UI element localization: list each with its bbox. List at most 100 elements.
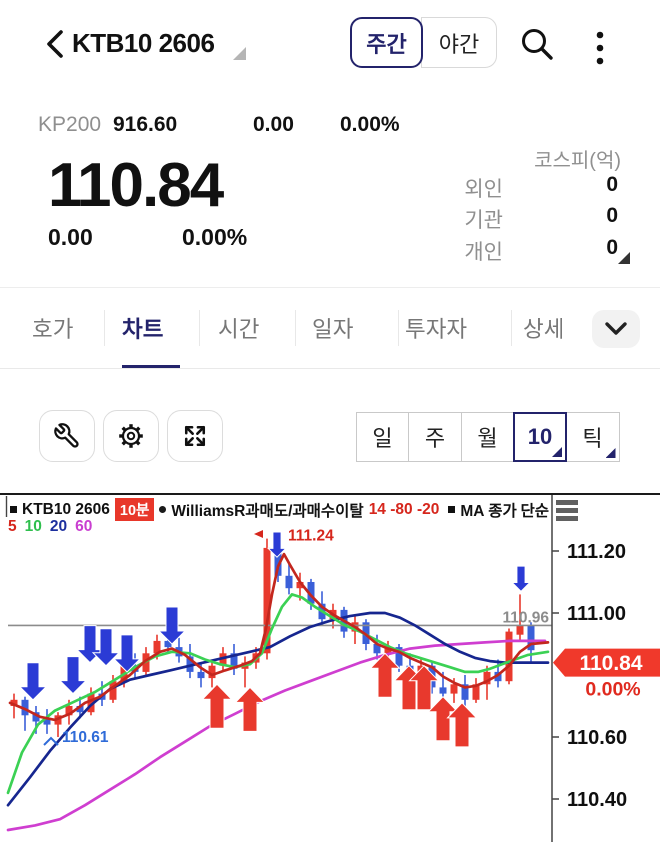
expand-icon <box>184 425 206 447</box>
search-icon[interactable] <box>520 27 556 63</box>
title-dropdown-icon[interactable] <box>233 47 246 60</box>
investor-row-label: 기관 <box>464 209 503 232</box>
interval-badge[interactable]: 10분 <box>114 498 155 521</box>
buy-signal-arrow <box>201 683 233 729</box>
candle-body <box>461 684 469 700</box>
candle-body <box>153 640 161 654</box>
candle-body <box>109 681 117 700</box>
current-price-badge <box>553 648 660 677</box>
tab-overflow-button[interactable] <box>592 310 640 348</box>
gear-icon <box>119 424 143 448</box>
price-annotation: 110.96 <box>502 610 549 627</box>
price-change: 0.00 <box>48 224 93 250</box>
sell-signal-arrow <box>266 531 288 558</box>
session-night-button[interactable]: 야간 <box>421 17 497 68</box>
period-button-주[interactable]: 주 <box>408 412 462 462</box>
candle-body <box>208 665 216 679</box>
ma-mode-label: 단순 <box>520 503 549 520</box>
price-annotation: 110.61 <box>62 729 109 746</box>
candle-body <box>373 644 381 654</box>
tab-2[interactable]: 차트 <box>122 317 164 342</box>
active-tab-underline <box>122 364 180 368</box>
chart-legend: KTB10 2606 10분 WilliamsR과매도/과매수이탈 14 -80… <box>10 498 517 521</box>
candle-body <box>494 671 502 682</box>
candle-body <box>32 712 40 722</box>
tab-separator <box>398 310 399 346</box>
tab-bar: 호가 차트 시간 일자 투자자 상세 <box>0 287 660 369</box>
price-change-pct: 0.00% <box>182 224 248 250</box>
candle-body <box>439 687 447 694</box>
index-change: 0.00 <box>253 113 294 136</box>
buy-signal-arrow <box>369 652 401 698</box>
tab-3[interactable]: 시간 <box>218 317 260 342</box>
sell-signal-arrow <box>510 565 532 593</box>
last-price: 110.84 <box>48 151 224 220</box>
tab-6[interactable]: 상세 <box>523 317 562 342</box>
candle-body <box>43 718 51 725</box>
fullscreen-button[interactable] <box>167 410 223 462</box>
buy-signal-arrow <box>427 695 459 742</box>
candle-body <box>10 699 18 706</box>
investor-row-label: 개인 <box>464 241 503 264</box>
candle-body <box>527 625 535 651</box>
tab-separator <box>104 310 105 346</box>
current-price-pct: 0.00% <box>585 679 640 701</box>
page-title[interactable]: KTB10 2606 <box>72 28 215 58</box>
draw-tools-button[interactable] <box>39 410 95 462</box>
indicator-name: WilliamsR과매도/과매수이탈 <box>171 502 364 520</box>
candle-body <box>395 647 403 666</box>
sell-signal-arrow <box>112 634 142 673</box>
buy-signal-arrow <box>446 702 478 748</box>
tab-1[interactable]: 호가 <box>32 317 74 342</box>
session-day-button[interactable]: 주간 <box>350 17 423 68</box>
overlay-marker-icon <box>448 506 456 513</box>
y-axis-label: 111.00 <box>567 603 626 625</box>
period-button-월[interactable]: 월 <box>460 412 515 462</box>
candle-body <box>472 684 480 700</box>
candle-body <box>505 631 513 682</box>
investor-row-value: 0 <box>606 204 618 227</box>
candle-body <box>197 671 205 679</box>
tab-4[interactable]: 일자 <box>312 317 354 342</box>
candle-body <box>483 671 491 685</box>
back-icon[interactable] <box>45 30 65 58</box>
period-button-10[interactable]: 10 <box>513 412 567 462</box>
investor-row-label: 외인 <box>464 178 503 201</box>
buy-signal-arrow <box>234 686 266 732</box>
chart-menu-icon[interactable] <box>556 500 578 524</box>
tab-separator <box>199 310 200 346</box>
sell-signal-arrow <box>18 662 48 701</box>
period-button-일[interactable]: 일 <box>355 412 410 462</box>
dropdown-corner-icon <box>605 448 616 458</box>
tab-separator <box>295 310 296 346</box>
ma-period-label: 60 <box>75 518 93 535</box>
candle-body <box>186 656 194 672</box>
candle-body <box>65 706 73 716</box>
series-marker-icon <box>10 506 17 513</box>
ma-period-label: 5 <box>8 518 17 535</box>
buy-signal-arrow <box>408 664 440 711</box>
candle-body <box>516 625 524 635</box>
candle-body <box>21 699 29 716</box>
candle-body <box>263 547 271 654</box>
candle-body <box>274 547 282 576</box>
tab-5[interactable]: 투자자 <box>405 317 468 342</box>
kebab-menu-icon[interactable] <box>593 30 607 66</box>
y-axis-label: 110.40 <box>567 789 627 811</box>
chevron-down-icon <box>605 322 627 335</box>
chart-canvas[interactable]: 111.24 110.61 110.96 111.20 111.00 110.60 110.… <box>0 493 660 842</box>
candle-body <box>230 653 238 669</box>
candle-body <box>164 640 172 648</box>
indicator-marker-icon <box>159 506 167 513</box>
period-button-틱[interactable]: 틱 <box>565 412 620 462</box>
ma-line-5 <box>8 552 550 722</box>
overlay-name: MA 종가 <box>460 502 517 520</box>
chart-series-title: KTB10 2606 <box>22 500 110 518</box>
sell-signal-arrow <box>157 606 187 645</box>
indicator-params: 14 -80 -20 <box>368 500 440 518</box>
investors-expand-icon[interactable] <box>618 252 630 264</box>
chart-settings-button[interactable] <box>103 410 159 462</box>
candle-body <box>76 706 84 713</box>
y-axis-label: 111.20 <box>567 541 626 563</box>
sell-signal-arrow <box>58 656 88 695</box>
